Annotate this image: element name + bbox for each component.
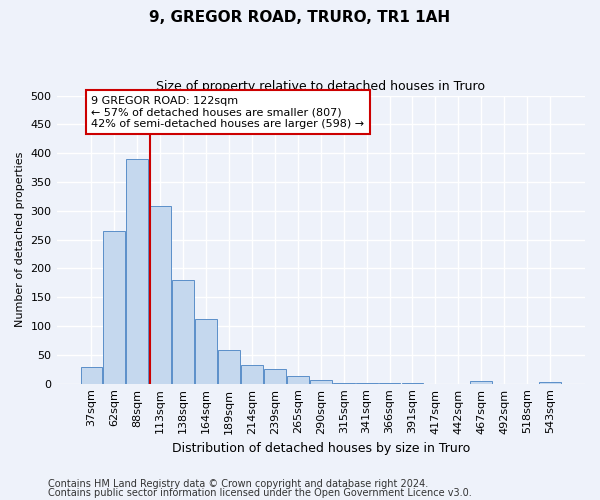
Bar xyxy=(287,376,309,384)
Bar xyxy=(333,382,355,384)
Title: Size of property relative to detached houses in Truro: Size of property relative to detached ho… xyxy=(156,80,485,93)
Bar xyxy=(172,280,194,384)
Bar xyxy=(379,383,400,384)
Bar xyxy=(539,382,561,384)
Bar xyxy=(195,318,217,384)
Bar xyxy=(401,383,424,384)
Bar xyxy=(103,231,125,384)
Bar xyxy=(241,365,263,384)
Bar xyxy=(149,206,171,384)
Bar xyxy=(80,367,103,384)
Text: Contains HM Land Registry data © Crown copyright and database right 2024.: Contains HM Land Registry data © Crown c… xyxy=(48,479,428,489)
Text: 9, GREGOR ROAD, TRURO, TR1 1AH: 9, GREGOR ROAD, TRURO, TR1 1AH xyxy=(149,10,451,25)
Bar xyxy=(127,159,148,384)
Bar xyxy=(470,381,492,384)
Bar xyxy=(218,350,240,384)
X-axis label: Distribution of detached houses by size in Truro: Distribution of detached houses by size … xyxy=(172,442,470,455)
Y-axis label: Number of detached properties: Number of detached properties xyxy=(15,152,25,328)
Text: 9 GREGOR ROAD: 122sqm
← 57% of detached houses are smaller (807)
42% of semi-det: 9 GREGOR ROAD: 122sqm ← 57% of detached … xyxy=(91,96,365,129)
Text: Contains public sector information licensed under the Open Government Licence v3: Contains public sector information licen… xyxy=(48,488,472,498)
Bar xyxy=(310,380,332,384)
Bar xyxy=(356,383,377,384)
Bar xyxy=(264,370,286,384)
